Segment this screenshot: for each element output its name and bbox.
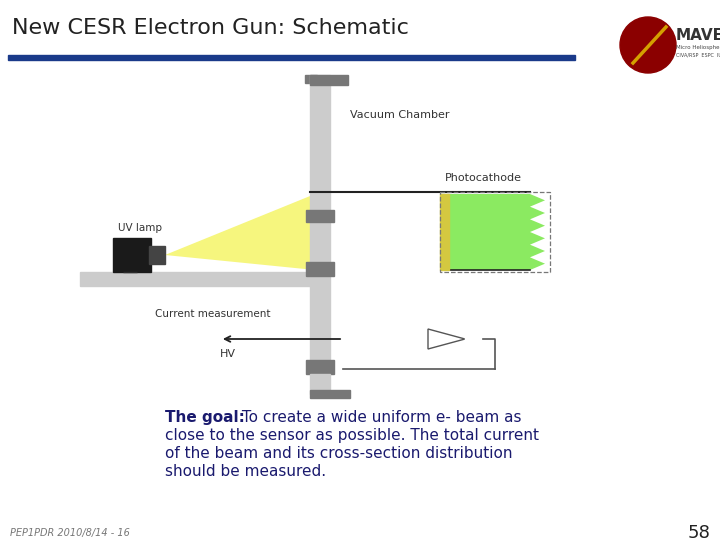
Bar — [315, 193, 327, 215]
Text: close to the sensor as possible. The total current: close to the sensor as possible. The tot… — [165, 428, 539, 443]
Polygon shape — [165, 194, 315, 270]
Bar — [306, 210, 334, 222]
Text: Photocathode: Photocathode — [445, 173, 522, 183]
Bar — [440, 192, 550, 272]
Text: should be measured.: should be measured. — [165, 464, 326, 479]
Bar — [343, 325, 423, 353]
Text: To create a wide uniform e- beam as: To create a wide uniform e- beam as — [237, 410, 521, 425]
Text: The goal:: The goal: — [165, 410, 245, 425]
Text: CIVA/RSP  ESPC  IUCB/SSL  LTI  JPL: CIVA/RSP ESPC IUCB/SSL LTI JPL — [676, 52, 720, 57]
Bar — [440, 194, 449, 270]
Bar — [310, 75, 348, 85]
Circle shape — [620, 17, 676, 73]
Text: of the beam and its cross-section distribution: of the beam and its cross-section distri… — [165, 446, 513, 461]
Bar — [8, 55, 575, 60]
Bar — [306, 262, 334, 276]
Text: MAVEN: MAVEN — [676, 28, 720, 43]
Text: Micro Heliosphere and Volatile: Micro Heliosphere and Volatile — [676, 45, 720, 51]
Bar — [305, 75, 317, 83]
Bar — [310, 215, 330, 263]
Text: HV: HV — [220, 349, 236, 359]
Text: UV lamp: UV lamp — [118, 223, 162, 233]
Bar — [310, 374, 330, 394]
Bar — [80, 272, 312, 286]
Bar — [149, 246, 165, 264]
Bar — [306, 360, 334, 374]
Text: Current measurement: Current measurement — [155, 309, 271, 319]
Text: PEP1PDR 2010/8/14 - 16: PEP1PDR 2010/8/14 - 16 — [10, 528, 130, 538]
Text: New CESR Electron Gun: Schematic: New CESR Electron Gun: Schematic — [12, 18, 409, 38]
Text: Vacuum Chamber: Vacuum Chamber — [350, 110, 449, 120]
Bar — [310, 75, 330, 215]
Polygon shape — [449, 194, 545, 270]
Bar — [465, 331, 483, 347]
Polygon shape — [428, 329, 465, 349]
Bar — [113, 238, 151, 272]
Bar — [310, 390, 350, 398]
Bar — [310, 276, 330, 366]
Text: 58: 58 — [687, 524, 710, 540]
